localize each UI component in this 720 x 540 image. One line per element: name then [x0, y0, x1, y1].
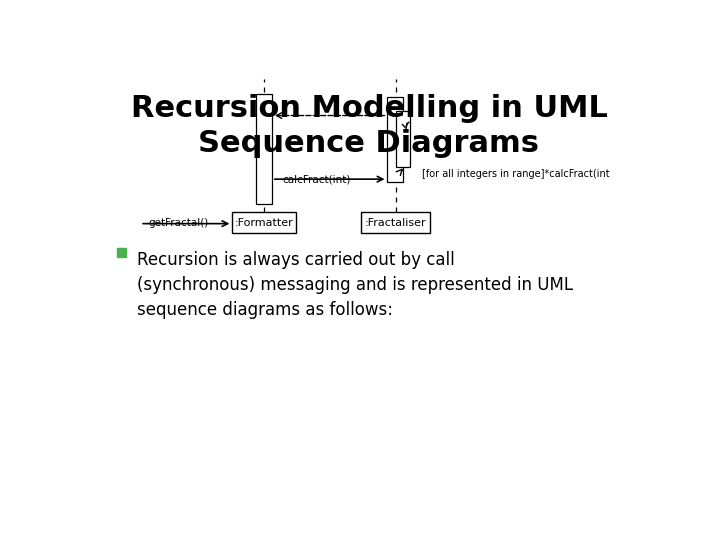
Text: [for all integers in range]*calcFract(int: [for all integers in range]*calcFract(in…	[422, 168, 610, 179]
Text: Recursion is always carried out by call
(synchronous) messaging and is represent: Recursion is always carried out by call …	[138, 251, 574, 319]
Text: Recursion Modelling in UML
Sequence Diagrams: Recursion Modelling in UML Sequence Diag…	[130, 94, 608, 158]
Bar	[361, 212, 431, 233]
Text: getFractal(): getFractal()	[148, 218, 209, 228]
Bar	[387, 97, 403, 182]
Bar	[233, 212, 297, 233]
Text: calcFract(int): calcFract(int)	[282, 174, 351, 184]
Bar	[117, 248, 126, 257]
FancyArrowPatch shape	[402, 122, 409, 129]
Bar	[396, 111, 410, 167]
Text: :Fractaliser: :Fractaliser	[365, 218, 426, 228]
FancyArrowPatch shape	[396, 170, 402, 176]
Text: :Formatter: :Formatter	[235, 218, 294, 228]
Bar	[256, 94, 272, 204]
